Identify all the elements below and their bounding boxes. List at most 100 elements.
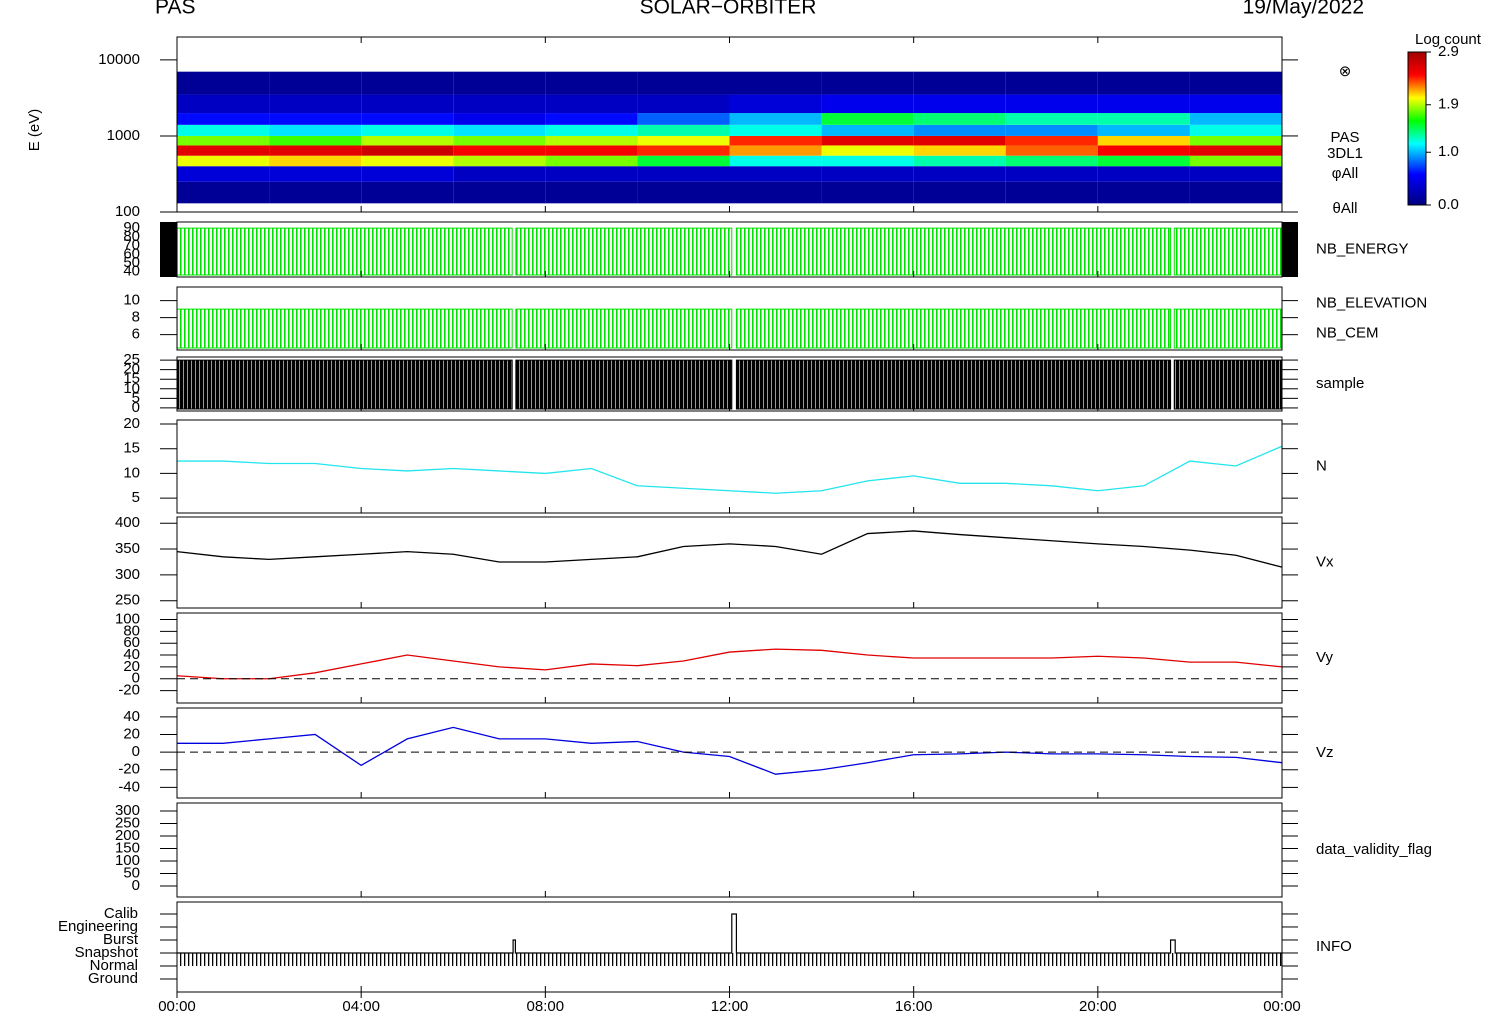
heatmap-cell <box>1189 181 1282 204</box>
heatmap-cell <box>1097 94 1190 114</box>
heatmap-cell <box>729 166 822 182</box>
heatmap-cell <box>545 94 638 114</box>
heatmap-cell <box>821 71 914 95</box>
heatmap-cell <box>269 135 362 146</box>
heatmap-cell <box>361 181 454 204</box>
y-tick-label: 0 <box>132 399 140 416</box>
panel-frame <box>176 612 1283 704</box>
heatmap-cell <box>729 124 822 136</box>
heatmap-cell <box>913 181 1006 204</box>
heatmap-cell <box>637 155 730 167</box>
heatmap-cell <box>177 135 270 146</box>
heatmap-cell <box>821 145 914 156</box>
y-tick-label: 300 <box>115 566 140 583</box>
heatmap-cell <box>913 94 1006 114</box>
y-tick-label: 250 <box>115 592 140 609</box>
series-area <box>176 359 1283 410</box>
y-tick-label: 60 <box>123 245 140 262</box>
heatmap-cell <box>1005 94 1098 114</box>
y-tick-label: 50 <box>123 254 140 271</box>
y-tick-label: 20 <box>123 361 140 378</box>
heatmap-cell <box>269 113 362 125</box>
y-tick-label: 100 <box>115 610 140 627</box>
heatmap-cell <box>177 166 270 182</box>
y-tick-label: 10 <box>123 292 140 309</box>
heatmap-cell <box>637 181 730 204</box>
heatmap-cell <box>453 94 546 114</box>
heatmap-cell <box>1097 145 1190 156</box>
y-tick-label: 0 <box>132 743 140 760</box>
y-tick-label: Snapshot <box>75 944 139 961</box>
y-tick-label: 400 <box>115 514 140 531</box>
series-label: NB_CEM <box>1316 324 1379 341</box>
series-label: Vy <box>1316 649 1333 666</box>
heatmap-cell <box>545 113 638 125</box>
y-tick-label: Ground <box>88 970 138 987</box>
series-line <box>177 726 1283 775</box>
series-line <box>176 648 1283 680</box>
heatmap-cell <box>637 94 730 114</box>
heatmap-cell <box>361 124 454 136</box>
heatmap-cell <box>453 113 546 125</box>
heatmap-cell <box>1005 145 1098 156</box>
colorbar-tick-label: 1.0 <box>1438 143 1459 160</box>
series-area <box>176 308 1283 349</box>
y-tick-label: 20 <box>123 658 140 675</box>
heatmap-cell <box>453 124 546 136</box>
heatmap-cell <box>545 135 638 146</box>
heatmap-cell <box>269 124 362 136</box>
y-tick-label: 40 <box>123 646 140 663</box>
series-label: Vz <box>1316 744 1334 761</box>
y-tick-label: 20 <box>123 725 140 742</box>
side-bar <box>160 222 177 277</box>
heatmap-cell <box>1005 155 1098 167</box>
y-tick-label: 60 <box>123 634 140 651</box>
heatmap-cell <box>913 113 1006 125</box>
heatmap-cell <box>453 181 546 204</box>
annotation: ⊗ <box>1339 63 1352 80</box>
heatmap-cell <box>269 166 362 182</box>
y-tick-label: -40 <box>118 778 140 795</box>
heatmap-cell <box>821 124 914 136</box>
y-tick-label: 300 <box>115 802 140 819</box>
y-axis-label: E (eV) <box>26 109 43 152</box>
heatmap-cell <box>913 135 1006 146</box>
series-step <box>177 913 1282 954</box>
y-tick-label: 0 <box>132 670 140 687</box>
y-tick-label: 70 <box>123 237 140 254</box>
y-tick-label: 15 <box>123 440 140 457</box>
heatmap-cell <box>1189 113 1282 125</box>
heatmap-cell <box>729 71 822 95</box>
heatmap-cell <box>1189 145 1282 156</box>
y-tick-label: -20 <box>118 761 140 778</box>
heatmap-cell <box>453 155 546 167</box>
heatmap-cell <box>729 94 822 114</box>
heatmap-cell <box>1005 124 1098 136</box>
y-tick-label: 200 <box>115 827 140 844</box>
heatmap-cell <box>729 135 822 146</box>
y-tick-label: 90 <box>123 219 140 236</box>
heatmap-cell <box>729 145 822 156</box>
heatmap-cell <box>637 166 730 182</box>
series-label: NB_ELEVATION <box>1316 294 1427 311</box>
heatmap-cell <box>1005 71 1098 95</box>
y-tick-label: 100 <box>115 852 140 869</box>
y-tick-label: 6 <box>132 326 140 343</box>
annotation: θAll <box>1332 200 1357 217</box>
heatmap-cell <box>361 145 454 156</box>
annotation: PAS <box>1331 129 1360 146</box>
heatmap-cell <box>177 71 270 95</box>
colorbar-label: Log count <box>1415 31 1482 48</box>
heatmap-cell <box>1189 124 1282 136</box>
heatmap-cell <box>729 113 822 125</box>
heatmap-cell <box>453 145 546 156</box>
y-tick-label: 350 <box>115 540 140 557</box>
heatmap-cell <box>269 71 362 95</box>
heatmap-cell <box>269 94 362 114</box>
panel-frame <box>176 802 1283 898</box>
y-tick-label: 10 <box>123 464 140 481</box>
y-tick-label: -20 <box>118 682 140 699</box>
y-tick-label: 1000 <box>107 127 140 144</box>
series-label: INFO <box>1316 938 1352 955</box>
